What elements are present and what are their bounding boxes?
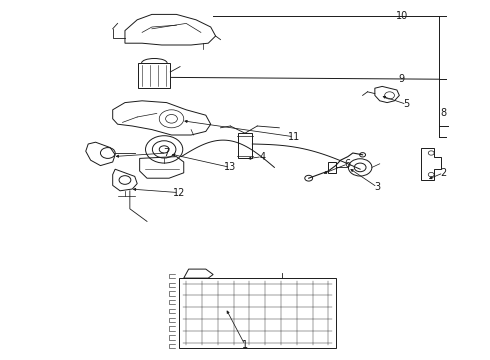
Text: 10: 10 xyxy=(395,11,408,21)
Text: 4: 4 xyxy=(259,152,265,162)
Bar xyxy=(179,278,336,348)
Text: 3: 3 xyxy=(374,182,380,192)
Text: 5: 5 xyxy=(404,99,410,109)
Text: 8: 8 xyxy=(441,108,446,118)
Text: 1: 1 xyxy=(242,340,248,350)
Text: 12: 12 xyxy=(172,188,185,198)
Text: 13: 13 xyxy=(224,162,236,172)
Bar xyxy=(138,63,171,88)
Text: 2: 2 xyxy=(441,168,446,178)
Bar xyxy=(238,133,252,158)
Text: 6: 6 xyxy=(345,159,351,169)
Text: 9: 9 xyxy=(399,74,405,84)
Text: 11: 11 xyxy=(288,132,300,142)
Text: 7: 7 xyxy=(164,148,170,158)
